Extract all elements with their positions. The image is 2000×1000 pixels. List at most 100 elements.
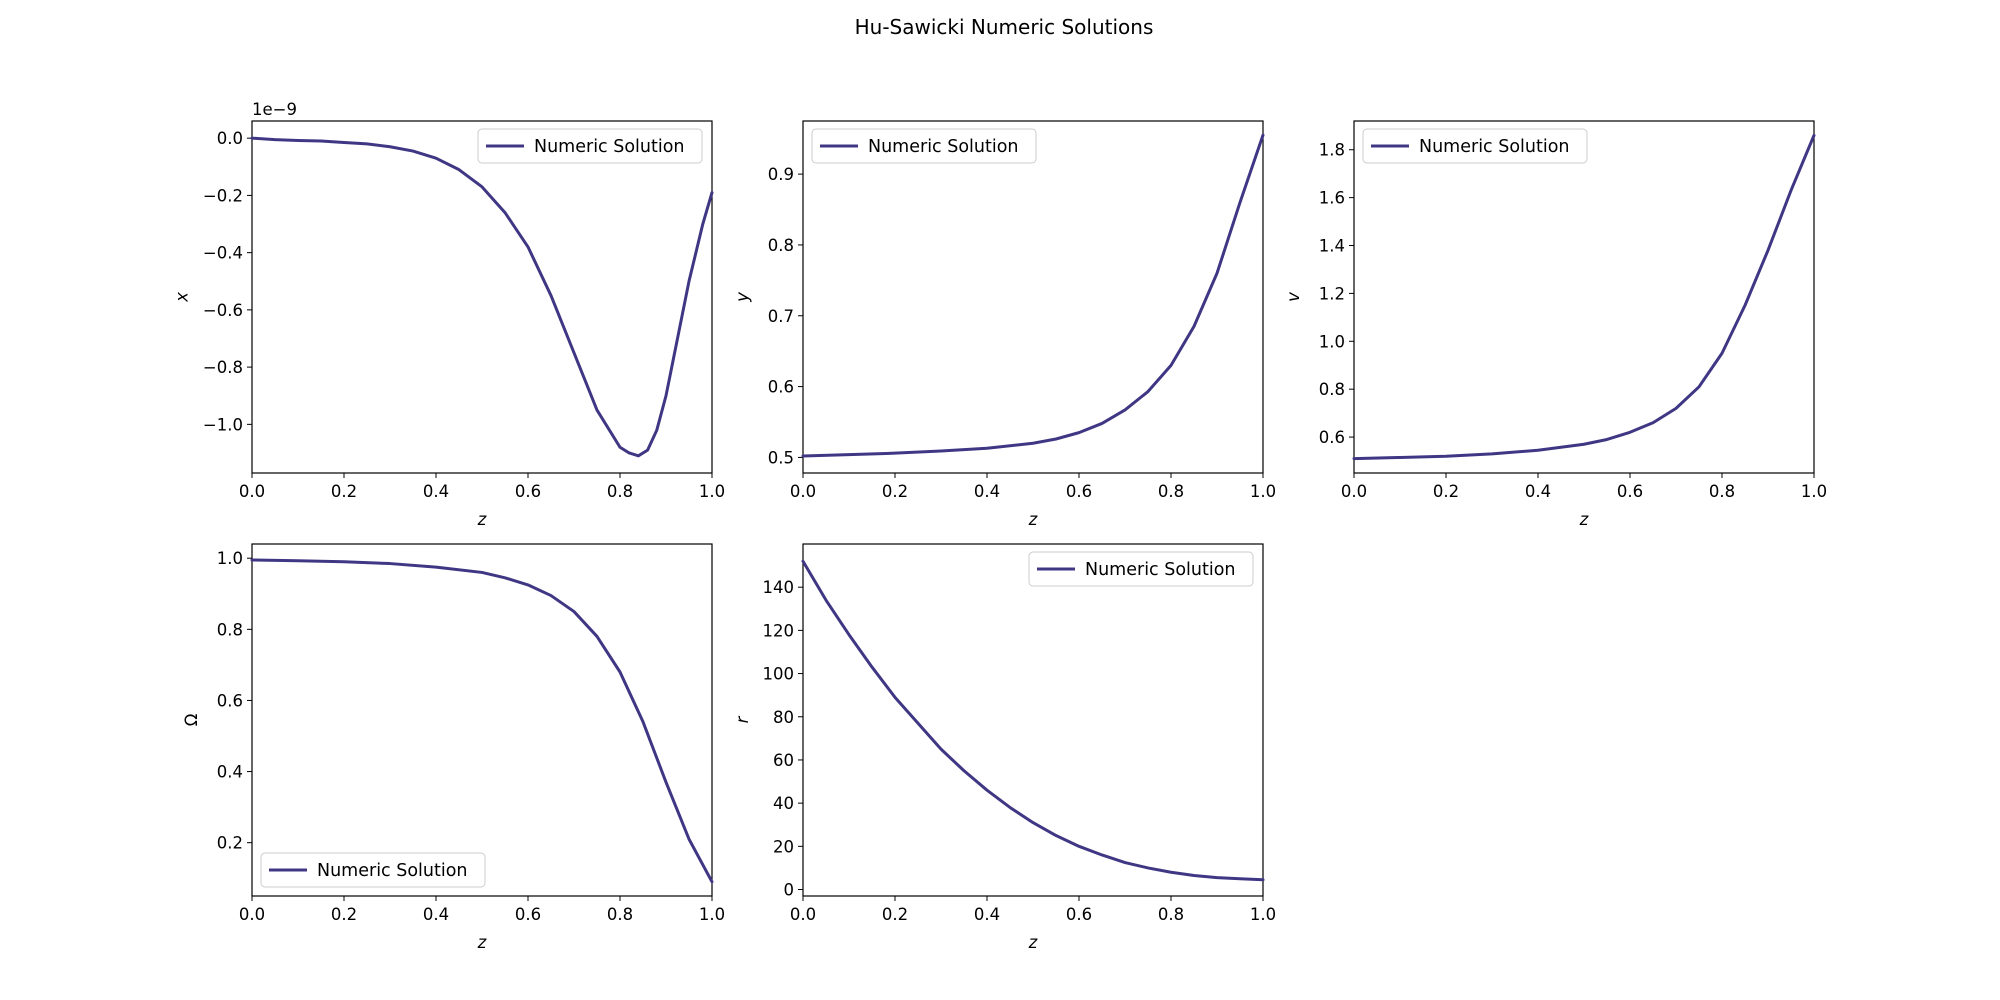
y-tick-label: 0.7 (768, 307, 794, 326)
y-tick-label: −0.8 (203, 358, 243, 377)
legend-label: Numeric Solution (1419, 137, 1570, 157)
y-tick-label: −0.2 (203, 186, 243, 205)
x-axis-label: z (477, 933, 487, 952)
axes-frame (802, 120, 1264, 474)
legend-box (260, 852, 486, 888)
y-tick-label: 1.6 (1319, 189, 1345, 208)
y-tick-label: −0.6 (203, 301, 243, 320)
legend: Numeric Solution (1362, 128, 1588, 164)
legend-label: Numeric Solution (1085, 560, 1236, 580)
x-tick-label: 0.6 (1066, 482, 1092, 501)
x-tick-label: 0.0 (790, 482, 816, 501)
y-tick-label: 0.2 (217, 834, 243, 853)
y-tick-label: −1.0 (203, 415, 243, 434)
y-tick-label: 1.0 (1319, 332, 1345, 351)
series-line (801, 559, 1265, 882)
x-tick-label: 0.4 (974, 905, 1000, 924)
x-tick-label: 0.4 (423, 482, 449, 501)
x-tick-label: 0.6 (515, 905, 541, 924)
legend-label: Numeric Solution (868, 137, 1019, 157)
x-tick-label: 0.2 (331, 905, 357, 924)
x-tick-label: 0.6 (1617, 482, 1643, 501)
y-tick-label: 1.0 (217, 549, 243, 568)
x-tick-label: 0.4 (1525, 482, 1551, 501)
y-tick-label: 0.9 (768, 165, 794, 184)
y-tick-label: 0.0 (217, 129, 243, 148)
x-tick-label: 1.0 (699, 482, 725, 501)
subplot-grid: 0.0 0.2 0.4 0.6 0.8 1.0 0.0 −0.2 −0.4 −0.6 −0.8 −1.… (173, 100, 1828, 952)
y-tick-label: 1.8 (1319, 141, 1345, 160)
y-axis-label: Ω (182, 714, 201, 727)
y-tick-label: 80 (773, 708, 794, 727)
x-axis-label: z (1579, 510, 1589, 529)
x-tick-label: 0.8 (1158, 482, 1184, 501)
series-line (1352, 133, 1816, 461)
x-tick-label: 0.6 (1066, 905, 1092, 924)
y-axis-label: y (733, 292, 752, 303)
x-tick-label: 0.2 (882, 482, 908, 501)
x-tick-label: 0.8 (1158, 905, 1184, 924)
y-tick-label: 0.8 (217, 620, 243, 639)
y-tick-label: 0.8 (768, 236, 794, 255)
legend-label: Numeric Solution (534, 137, 685, 157)
y-tick-label: 60 (773, 751, 794, 770)
y-tick-label: −0.4 (203, 244, 243, 263)
y-tick-label: 0.6 (1319, 428, 1345, 447)
x-tick-label: 0.2 (331, 482, 357, 501)
y-tick-label: 0.6 (768, 378, 794, 397)
legend-box (811, 128, 1037, 164)
y-tick-label: 0 (784, 881, 795, 900)
legend: Numeric Solution (477, 128, 703, 164)
y-axis-label: r (733, 715, 752, 723)
x-tick-label: 0.0 (239, 905, 265, 924)
x-tick-label: 0.4 (974, 482, 1000, 501)
axes-frame (251, 543, 713, 897)
x-tick-label: 0.6 (515, 482, 541, 501)
y-axis-label: v (1284, 292, 1303, 302)
y-tick-label: 120 (763, 621, 795, 640)
legend: Numeric Solution (260, 852, 486, 888)
axes-frame (1353, 120, 1815, 474)
series-line (250, 136, 714, 458)
legend-box (1028, 551, 1254, 587)
legend: Numeric Solution (811, 128, 1037, 164)
y-axis-label: x (173, 292, 192, 303)
series-line (250, 558, 714, 884)
subplot-4: 0.0 0.2 0.4 0.6 0.8 1.0 0.2 0.4 0.6 0.8 1.0 z Ω Numer… (182, 543, 725, 952)
x-tick-label: 0.8 (607, 905, 633, 924)
axis-offset-text: 1e−9 (252, 100, 297, 119)
figure-title: Hu-Sawicki Numeric Solutions (855, 15, 1154, 39)
series-line (801, 133, 1265, 458)
legend-label: Numeric Solution (317, 861, 468, 881)
x-tick-label: 0.2 (1433, 482, 1459, 501)
y-tick-label: 100 (763, 665, 795, 684)
y-tick-label: 1.4 (1319, 237, 1345, 256)
legend: Numeric Solution (1028, 551, 1254, 587)
axes-frame (802, 543, 1264, 897)
y-tick-label: 20 (773, 837, 794, 856)
legend-box (1362, 128, 1588, 164)
x-tick-label: 0.0 (790, 905, 816, 924)
y-tick-label: 140 (763, 578, 795, 597)
x-tick-label: 0.0 (1341, 482, 1367, 501)
y-tick-label: 0.4 (217, 763, 243, 782)
x-axis-label: z (1028, 510, 1038, 529)
x-tick-label: 0.2 (882, 905, 908, 924)
x-tick-label: 1.0 (1250, 905, 1276, 924)
y-tick-label: 0.8 (1319, 380, 1345, 399)
subplot-1: 0.0 0.2 0.4 0.6 0.8 1.0 0.0 −0.2 −0.4 −0.6 −0.8 −1.… (173, 100, 726, 529)
x-tick-label: 1.0 (1801, 482, 1827, 501)
x-axis-label: z (477, 510, 487, 529)
subplot-5: 0.0 0.2 0.4 0.6 0.8 1.0 0 20 40 60 80 100 120 140 z r Nu… (733, 543, 1276, 952)
x-tick-label: 0.8 (607, 482, 633, 501)
y-tick-label: 0.5 (768, 448, 794, 467)
y-tick-label: 1.2 (1319, 284, 1345, 303)
y-tick-label: 0.6 (217, 691, 243, 710)
x-tick-label: 0.8 (1709, 482, 1735, 501)
x-tick-label: 1.0 (699, 905, 725, 924)
subplot-2: 0.0 0.2 0.4 0.6 0.8 1.0 0.5 0.6 0.7 0.8 0.9 z y Numer… (733, 120, 1276, 529)
legend-box (477, 128, 703, 164)
x-tick-label: 0.4 (423, 905, 449, 924)
y-tick-label: 40 (773, 794, 794, 813)
